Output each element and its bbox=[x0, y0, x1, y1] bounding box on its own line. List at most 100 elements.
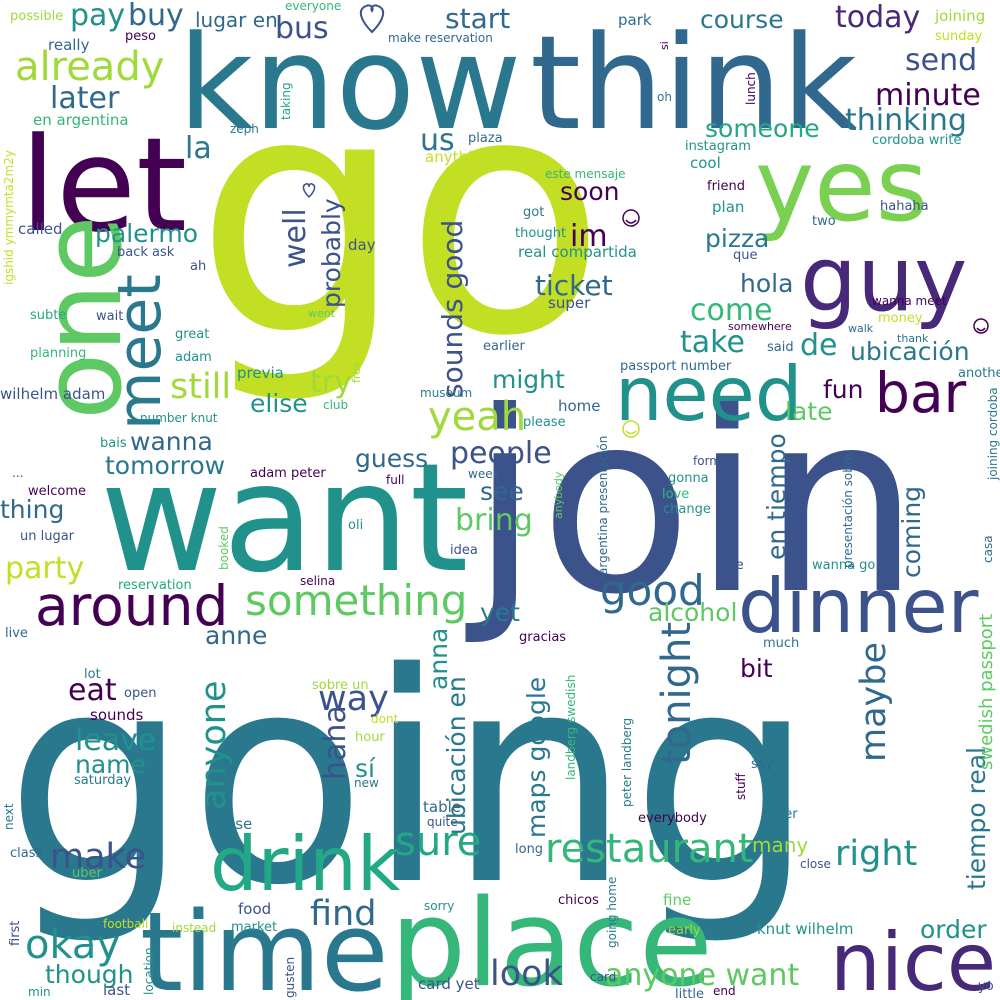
word-elise: elise bbox=[250, 389, 308, 418]
word-lot: lot bbox=[84, 667, 101, 682]
word-well: well bbox=[278, 208, 313, 268]
word-yes: yes bbox=[755, 127, 928, 244]
word-yo: yo bbox=[978, 979, 994, 994]
word-si: sí bbox=[355, 754, 376, 783]
word-adam: adam bbox=[175, 350, 212, 365]
word-saturday: saturday bbox=[74, 773, 131, 788]
word-anyone: anyone bbox=[194, 681, 234, 810]
word-make-reservation: make reservation bbox=[388, 31, 493, 45]
word-joining: joining bbox=[934, 7, 985, 25]
word-thinking: thinking bbox=[845, 103, 967, 138]
word-taking: taking bbox=[279, 82, 293, 120]
word-another: another bbox=[958, 366, 1000, 381]
word-palermo: palermo bbox=[95, 219, 198, 248]
word-free: free bbox=[350, 361, 363, 383]
word-football: football bbox=[103, 917, 148, 931]
word-swedish-passport: swedish passport bbox=[976, 614, 997, 770]
word-dont: dont bbox=[371, 712, 399, 726]
word-que: que bbox=[733, 248, 758, 263]
word-bring: bring bbox=[455, 503, 533, 538]
word-subte: subte bbox=[30, 308, 66, 323]
word-oh: oh bbox=[657, 90, 672, 104]
word-friend: friend bbox=[707, 179, 745, 194]
word-hola: hola bbox=[740, 269, 793, 298]
word-need: need bbox=[615, 350, 802, 438]
word-wanna-meet: wanna meet bbox=[872, 294, 947, 308]
word-make: make bbox=[50, 837, 146, 877]
word-though: though bbox=[45, 960, 134, 989]
word-adam-peter: adam peter bbox=[250, 466, 326, 481]
word-la: la bbox=[185, 131, 212, 166]
word-casa: casa bbox=[981, 535, 995, 563]
word-already: already bbox=[15, 44, 164, 90]
word-end: end bbox=[713, 984, 736, 998]
word-everyone: everyone bbox=[285, 0, 341, 13]
word-live: live bbox=[5, 626, 28, 641]
word-club: club bbox=[323, 398, 348, 412]
word-igshid-ymmymta2m2y: igshid ymmymta2m2y bbox=[2, 150, 16, 285]
word-fine: fine bbox=[663, 891, 691, 909]
word-pizza: pizza bbox=[705, 224, 769, 253]
word-start: start bbox=[445, 2, 510, 35]
word-ah: ah bbox=[190, 259, 206, 274]
word-gonna: gonna bbox=[668, 471, 709, 486]
word-sounds: sounds bbox=[90, 706, 144, 724]
word-course: course bbox=[700, 5, 784, 34]
word-many: many bbox=[752, 833, 808, 857]
word-park: park bbox=[618, 11, 652, 29]
smiling-emoji-icon bbox=[295, 724, 311, 740]
word-today: today bbox=[835, 0, 920, 35]
word-dinner: dinner bbox=[738, 562, 979, 650]
word-got: got bbox=[523, 205, 544, 220]
word-hahaha: hahaha bbox=[880, 199, 929, 214]
word-one: one bbox=[18, 215, 146, 420]
word-card-yet: card yet bbox=[418, 975, 480, 993]
word-bar: bar bbox=[875, 361, 967, 425]
word-joining-cordoba: joining cordoba bbox=[986, 387, 1000, 481]
word-people: people bbox=[450, 436, 552, 471]
word-yet: yet bbox=[480, 598, 520, 627]
word-first: first bbox=[8, 921, 23, 946]
word-anne: anne bbox=[205, 621, 267, 650]
word-close: close bbox=[800, 857, 831, 871]
word-uber: uber bbox=[72, 866, 102, 881]
word-see: see bbox=[480, 477, 524, 506]
word-something: something bbox=[245, 576, 467, 625]
word-bais: bais bbox=[100, 436, 127, 451]
word-thing: thing bbox=[0, 495, 64, 524]
word-ubicacion-en: ubicación en bbox=[442, 676, 471, 835]
word-order: order bbox=[920, 915, 987, 944]
word-right: right bbox=[835, 834, 917, 874]
word-tiempo-real: tiempo real bbox=[962, 747, 991, 890]
word-place: place bbox=[390, 875, 713, 1000]
word-selina: selina bbox=[300, 574, 335, 588]
word-nice: nice bbox=[830, 916, 996, 1000]
word-much: much bbox=[763, 636, 799, 651]
word-instead: instead bbox=[172, 921, 216, 935]
word-earlier: earlier bbox=[483, 339, 526, 354]
word-real-compartida: real compartida bbox=[518, 243, 637, 261]
word-early: early bbox=[668, 923, 701, 938]
word-de: de bbox=[800, 328, 838, 363]
word-try: try bbox=[310, 365, 352, 400]
word-anna: anna bbox=[424, 628, 453, 690]
word-house: house bbox=[207, 815, 252, 833]
word-stuff: stuff bbox=[734, 772, 748, 800]
word-market: market bbox=[231, 920, 277, 935]
word-chicos: chicos bbox=[558, 893, 599, 908]
word-guess: guess bbox=[355, 444, 428, 473]
word-lugar-en: lugar en bbox=[195, 8, 278, 32]
laughing-emoji-icon bbox=[973, 318, 989, 334]
word-peso: peso bbox=[125, 29, 156, 44]
word-sobre-un: sobre un bbox=[312, 678, 369, 693]
word-booked: booked bbox=[217, 526, 231, 570]
laughing-emoji-icon bbox=[622, 209, 640, 227]
word-en-tiempo: en tiempo bbox=[762, 433, 791, 560]
word-hour: hour bbox=[355, 730, 385, 745]
word-wilhelm-adam: wilhelm adam bbox=[0, 385, 105, 403]
word-alcohol: alcohol bbox=[648, 598, 737, 627]
word-great: great bbox=[175, 327, 209, 342]
word-somewhere: somewhere bbox=[728, 320, 792, 333]
word-yeah: yeah bbox=[428, 394, 526, 440]
